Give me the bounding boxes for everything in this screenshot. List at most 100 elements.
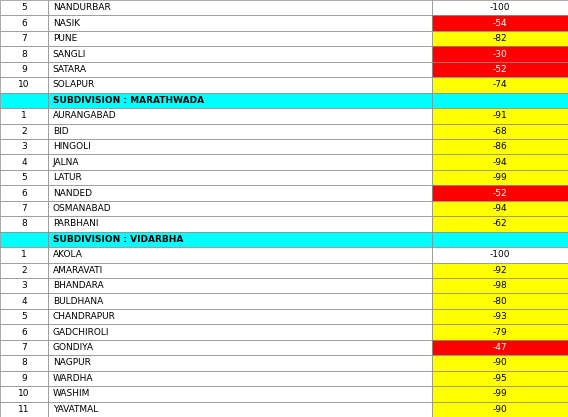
FancyBboxPatch shape xyxy=(0,62,48,77)
Text: 6: 6 xyxy=(21,328,27,337)
FancyBboxPatch shape xyxy=(0,232,48,247)
FancyBboxPatch shape xyxy=(48,123,432,139)
FancyBboxPatch shape xyxy=(48,371,432,386)
Text: -52: -52 xyxy=(492,188,507,198)
Text: 5: 5 xyxy=(21,3,27,12)
FancyBboxPatch shape xyxy=(48,355,432,371)
FancyBboxPatch shape xyxy=(432,62,568,77)
Text: -80: -80 xyxy=(492,296,507,306)
FancyBboxPatch shape xyxy=(48,216,432,232)
Text: -98: -98 xyxy=(492,281,507,290)
Text: -94: -94 xyxy=(492,204,507,213)
FancyBboxPatch shape xyxy=(48,386,432,402)
FancyBboxPatch shape xyxy=(432,185,568,201)
FancyBboxPatch shape xyxy=(48,93,432,108)
FancyBboxPatch shape xyxy=(0,170,48,185)
Text: NASIK: NASIK xyxy=(53,19,80,28)
FancyBboxPatch shape xyxy=(432,278,568,294)
FancyBboxPatch shape xyxy=(432,15,568,31)
Text: SUBDIVISION : MARATHWADA: SUBDIVISION : MARATHWADA xyxy=(53,96,204,105)
FancyBboxPatch shape xyxy=(432,309,568,324)
FancyBboxPatch shape xyxy=(0,247,48,263)
Text: 7: 7 xyxy=(21,204,27,213)
Text: 2: 2 xyxy=(22,127,27,136)
FancyBboxPatch shape xyxy=(48,154,432,170)
Text: 3: 3 xyxy=(21,281,27,290)
FancyBboxPatch shape xyxy=(0,108,48,123)
Text: 1: 1 xyxy=(21,250,27,259)
Text: SOLAPUR: SOLAPUR xyxy=(53,80,95,89)
Text: -79: -79 xyxy=(492,328,507,337)
Text: NANDURBAR: NANDURBAR xyxy=(53,3,111,12)
FancyBboxPatch shape xyxy=(48,31,432,46)
Text: AMARAVATI: AMARAVATI xyxy=(53,266,103,275)
Text: 10: 10 xyxy=(18,80,30,89)
Text: -93: -93 xyxy=(492,312,507,321)
FancyBboxPatch shape xyxy=(48,170,432,185)
Text: SATARA: SATARA xyxy=(53,65,87,74)
Text: WARDHA: WARDHA xyxy=(53,374,93,383)
FancyBboxPatch shape xyxy=(432,386,568,402)
Text: -52: -52 xyxy=(492,65,507,74)
Text: 6: 6 xyxy=(21,188,27,198)
FancyBboxPatch shape xyxy=(0,309,48,324)
FancyBboxPatch shape xyxy=(432,355,568,371)
Text: -100: -100 xyxy=(490,250,510,259)
Text: -62: -62 xyxy=(492,219,507,229)
Text: NAGPUR: NAGPUR xyxy=(53,359,91,367)
Text: HINGOLI: HINGOLI xyxy=(53,142,90,151)
FancyBboxPatch shape xyxy=(432,263,568,278)
FancyBboxPatch shape xyxy=(0,185,48,201)
Text: 7: 7 xyxy=(21,34,27,43)
Text: WASHIM: WASHIM xyxy=(53,389,90,398)
Text: BHANDARA: BHANDARA xyxy=(53,281,103,290)
FancyBboxPatch shape xyxy=(48,46,432,62)
FancyBboxPatch shape xyxy=(0,324,48,340)
FancyBboxPatch shape xyxy=(48,324,432,340)
FancyBboxPatch shape xyxy=(48,139,432,154)
Text: -91: -91 xyxy=(492,111,507,121)
FancyBboxPatch shape xyxy=(432,108,568,123)
Text: 11: 11 xyxy=(18,405,30,414)
FancyBboxPatch shape xyxy=(0,123,48,139)
FancyBboxPatch shape xyxy=(0,263,48,278)
FancyBboxPatch shape xyxy=(432,170,568,185)
FancyBboxPatch shape xyxy=(48,201,432,216)
Text: AURANGABAD: AURANGABAD xyxy=(53,111,116,121)
FancyBboxPatch shape xyxy=(48,294,432,309)
Text: 9: 9 xyxy=(21,65,27,74)
FancyBboxPatch shape xyxy=(0,294,48,309)
FancyBboxPatch shape xyxy=(432,324,568,340)
Text: 4: 4 xyxy=(22,158,27,167)
FancyBboxPatch shape xyxy=(0,93,48,108)
Text: OSMANABAD: OSMANABAD xyxy=(53,204,111,213)
FancyBboxPatch shape xyxy=(0,402,48,417)
Text: -82: -82 xyxy=(492,34,507,43)
Text: SUBDIVISION : VIDARBHA: SUBDIVISION : VIDARBHA xyxy=(53,235,183,244)
Text: BULDHANA: BULDHANA xyxy=(53,296,103,306)
Text: 4: 4 xyxy=(22,296,27,306)
Text: YAVATMAL: YAVATMAL xyxy=(53,405,98,414)
Text: PARBHANI: PARBHANI xyxy=(53,219,98,229)
Text: NANDED: NANDED xyxy=(53,188,92,198)
FancyBboxPatch shape xyxy=(432,31,568,46)
FancyBboxPatch shape xyxy=(432,294,568,309)
Text: -30: -30 xyxy=(492,50,507,58)
FancyBboxPatch shape xyxy=(0,77,48,93)
FancyBboxPatch shape xyxy=(48,62,432,77)
FancyBboxPatch shape xyxy=(48,402,432,417)
FancyBboxPatch shape xyxy=(0,46,48,62)
FancyBboxPatch shape xyxy=(48,247,432,263)
Text: -100: -100 xyxy=(490,3,510,12)
FancyBboxPatch shape xyxy=(0,278,48,294)
Text: 8: 8 xyxy=(21,359,27,367)
FancyBboxPatch shape xyxy=(0,355,48,371)
FancyBboxPatch shape xyxy=(48,15,432,31)
FancyBboxPatch shape xyxy=(432,154,568,170)
Text: -86: -86 xyxy=(492,142,507,151)
FancyBboxPatch shape xyxy=(48,0,432,15)
Text: -99: -99 xyxy=(492,173,507,182)
FancyBboxPatch shape xyxy=(432,201,568,216)
Text: -92: -92 xyxy=(492,266,507,275)
Text: -54: -54 xyxy=(492,19,507,28)
